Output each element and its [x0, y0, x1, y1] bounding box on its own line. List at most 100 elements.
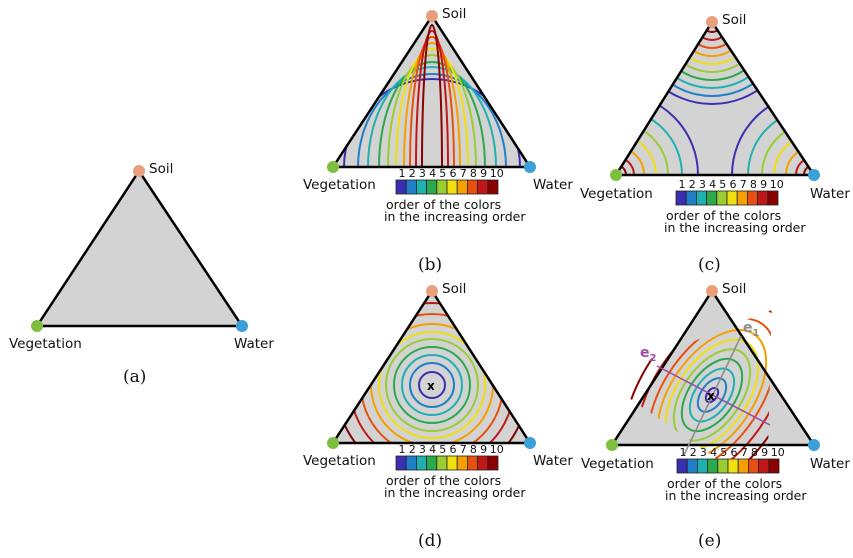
legend-number: 5 — [720, 446, 727, 459]
legend-swatch — [676, 458, 688, 474]
legend-number: 5 — [439, 443, 446, 456]
axis-e2-label: e2 — [640, 345, 657, 364]
legend-caption-line1: order of the colors — [386, 473, 501, 488]
legend-swatch — [405, 179, 417, 195]
soil-label: Soil — [149, 161, 173, 177]
legend-caption-line2: in the increasing order — [384, 485, 526, 500]
legend-number: 6 — [450, 167, 457, 180]
legend-number: 9 — [761, 446, 768, 459]
legend-number: 7 — [741, 446, 748, 459]
vegetation-vertex-marker — [606, 439, 618, 451]
legend-caption-line1: order of the colors — [386, 197, 501, 212]
legend-number: 3 — [700, 446, 707, 459]
ternary-triangle — [612, 291, 814, 445]
legend-swatch — [405, 455, 417, 471]
legend-number: 3 — [419, 443, 426, 456]
legend-number: 8 — [751, 446, 758, 459]
legend-number: 2 — [409, 443, 416, 456]
vegetation-label: Vegetation — [303, 177, 376, 193]
legend-caption-line2: in the increasing order — [664, 220, 806, 235]
panel-caption: (b) — [418, 255, 442, 275]
legend-swatch — [487, 455, 499, 471]
soil-vertex-marker — [706, 16, 718, 28]
legend-number: 9 — [480, 443, 487, 456]
legend-number: 10 — [490, 443, 504, 456]
legend-number: 2 — [690, 446, 697, 459]
legend-swatch — [456, 455, 468, 471]
legend-swatch — [736, 190, 748, 206]
legend-swatch — [747, 190, 759, 206]
legend-caption-line1: order of the colors — [666, 208, 781, 223]
legend-number: 10 — [490, 167, 504, 180]
legend-swatch — [697, 458, 709, 474]
panel-caption: (e) — [698, 531, 721, 551]
legend-number: 10 — [770, 178, 784, 191]
legend-number: 4 — [429, 443, 436, 456]
legend-swatch — [727, 458, 739, 474]
legend-swatch — [415, 179, 427, 195]
legend-swatch — [696, 190, 708, 206]
legend-number: 4 — [709, 178, 716, 191]
legend-swatch — [768, 458, 780, 474]
legend-swatch — [466, 455, 478, 471]
vegetation-vertex-marker — [327, 437, 339, 449]
legend-swatch — [686, 458, 698, 474]
legend-swatch — [426, 179, 438, 195]
legend-swatch — [477, 179, 489, 195]
panel-d: x Soil Vegetation Water 1 2 3 4 5 6 7 8 9 10 order… — [303, 281, 573, 551]
legend-swatch — [758, 458, 770, 474]
panel-caption: (d) — [418, 531, 442, 551]
water-vertex-marker — [236, 320, 248, 332]
panel-a: Soil Vegetation Water (a) — [9, 161, 274, 387]
center-mark: x — [427, 379, 435, 393]
legend-swatch — [717, 458, 729, 474]
vegetation-label: Vegetation — [580, 186, 653, 202]
legend-number: 4 — [710, 446, 717, 459]
vegetation-label: Vegetation — [581, 456, 654, 472]
legend-number: 6 — [450, 443, 457, 456]
legend-number: 3 — [699, 178, 706, 191]
center-mark: x — [707, 389, 715, 403]
legend-caption-line2: in the increasing order — [384, 209, 526, 224]
legend-number: 1 — [679, 178, 686, 191]
legend-swatch — [706, 190, 718, 206]
panel-caption: (c) — [698, 255, 721, 275]
legend-number: 9 — [760, 178, 767, 191]
legend-number: 3 — [419, 167, 426, 180]
legend-swatch — [415, 455, 427, 471]
vegetation-vertex-marker — [31, 320, 43, 332]
legend-swatch — [707, 458, 719, 474]
legend-swatch — [446, 455, 458, 471]
legend-swatch — [737, 458, 749, 474]
legend-number: 1 — [399, 443, 406, 456]
contour-lines — [343, 24, 521, 167]
legend-number: 7 — [460, 443, 467, 456]
soil-label: Soil — [442, 281, 466, 297]
axis-e1-label: e1 — [743, 320, 760, 339]
legend-number: 2 — [689, 178, 696, 191]
soil-label: Soil — [722, 281, 746, 297]
ternary-triangle — [34, 168, 245, 328]
legend-swatch — [456, 179, 468, 195]
vegetation-vertex-marker — [327, 161, 339, 173]
legend-number: 9 — [480, 167, 487, 180]
vegetation-vertex-marker — [610, 169, 622, 181]
legend-swatch — [436, 455, 448, 471]
legend-number: 8 — [750, 178, 757, 191]
water-label: Water — [810, 456, 850, 472]
legend-caption-line2: in the increasing order — [665, 488, 807, 503]
legend-swatch — [477, 455, 489, 471]
soil-label: Soil — [442, 6, 466, 22]
water-label: Water — [533, 177, 573, 193]
vegetation-label: Vegetation — [303, 453, 376, 469]
legend-swatch — [436, 179, 448, 195]
axis-e2-line — [656, 365, 771, 426]
legend-number: 8 — [470, 167, 477, 180]
water-label: Water — [533, 453, 573, 469]
